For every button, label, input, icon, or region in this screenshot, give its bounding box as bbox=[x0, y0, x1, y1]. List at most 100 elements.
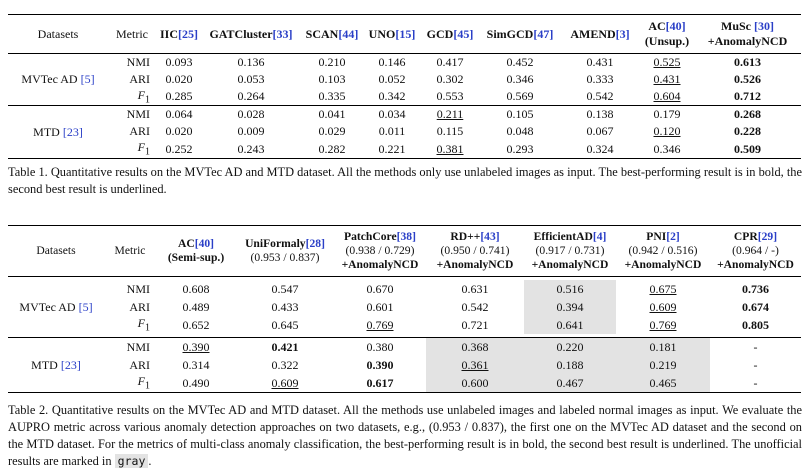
value-cell: 0.526 bbox=[734, 72, 761, 86]
value-cell: 0.433 bbox=[271, 299, 299, 314]
value-cell: 0.712 bbox=[734, 89, 761, 104]
header-method: PatchCore[38] (0.938 / 0.729) +AnomalyNCD bbox=[341, 230, 419, 271]
metric-label: F1 bbox=[137, 140, 150, 158]
value-cell: 0.314 bbox=[182, 357, 210, 372]
header-method: PNI[2] (0.942 / 0.516) +AnomalyNCD bbox=[624, 230, 702, 271]
table-row: F1 0.652 0.645 0.769 0.721 0.641 0.769 0… bbox=[8, 316, 801, 334]
value-cell: 0.105 bbox=[506, 107, 534, 122]
table1-header-row: Datasets Metric IIC[25] GATCluster[33] S… bbox=[8, 14, 801, 54]
citation-link[interactable]: [45] bbox=[453, 26, 474, 41]
table-1: Datasets Metric IIC[25] GATCluster[33] S… bbox=[8, 14, 801, 159]
metric-label: NMI bbox=[126, 55, 150, 69]
citation-link[interactable]: [47] bbox=[533, 26, 554, 41]
value-cell: 0.569 bbox=[506, 89, 534, 104]
metric-label: F1 bbox=[137, 374, 150, 392]
value-cell: 0.115 bbox=[436, 124, 464, 139]
value-cell: 0.264 bbox=[237, 89, 265, 104]
value-cell: 0.675 bbox=[649, 281, 677, 296]
value-cell: 0.138 bbox=[586, 107, 614, 122]
value-cell: 0.674 bbox=[742, 299, 769, 314]
dataset-label: MTD [23] bbox=[33, 124, 83, 139]
value-cell: 0.221 bbox=[378, 141, 406, 156]
value-cell: 0.769 bbox=[366, 317, 394, 332]
header-metric: Metric bbox=[114, 244, 146, 257]
gray-marker: gray bbox=[114, 454, 149, 468]
header-method: UNO[15] bbox=[368, 26, 416, 41]
value-cell: 0.293 bbox=[506, 141, 534, 156]
value-cell: 0.324 bbox=[586, 141, 614, 156]
table-row: F1 0.285 0.264 0.335 0.342 0.553 0.569 0… bbox=[8, 88, 801, 106]
value-cell: 0.048 bbox=[506, 124, 534, 139]
value-cell: 0.093 bbox=[165, 55, 193, 69]
value-cell: 0.368 bbox=[426, 337, 524, 356]
value-cell: 0.509 bbox=[734, 141, 761, 156]
citation-link[interactable]: [29] bbox=[757, 230, 778, 243]
header-datasets: Datasets bbox=[37, 26, 79, 41]
header-method: CPR[29] (0.964 / -) +AnomalyNCD bbox=[717, 230, 794, 271]
table-row: MVTec AD [5] NMI 0.608 0.547 0.670 0.631… bbox=[8, 280, 801, 314]
citation-link[interactable]: [28] bbox=[305, 237, 325, 250]
citation-link[interactable]: [33] bbox=[272, 26, 293, 41]
table-row: ARI 0.314 0.322 0.390 0.361 0.188 0.219 … bbox=[8, 356, 801, 374]
table1-caption: Table 1. Quantitative results on the MVT… bbox=[8, 165, 802, 196]
header-method: AC[40] (Semi-sup.) bbox=[167, 237, 225, 264]
value-cell: 0.053 bbox=[237, 72, 265, 86]
metric-label: ARI bbox=[129, 72, 150, 86]
value-cell: 0.346 bbox=[653, 141, 681, 156]
value-cell: 0.252 bbox=[165, 141, 193, 156]
value-cell: - bbox=[753, 339, 758, 354]
table-row: MTD [23] NMI 0.064 0.028 0.041 0.034 0.2… bbox=[8, 105, 801, 139]
metric-label: NMI bbox=[126, 281, 150, 296]
citation-link[interactable]: [30] bbox=[754, 19, 774, 33]
citation-link[interactable]: [23] bbox=[62, 124, 83, 139]
value-cell: 0.120 bbox=[653, 124, 681, 139]
value-cell: 0.346 bbox=[506, 72, 534, 86]
value-cell: 0.417 bbox=[436, 55, 464, 69]
citation-link[interactable]: [40] bbox=[665, 19, 686, 33]
table-row: ARI 0.020 0.009 0.029 0.011 0.115 0.048 … bbox=[8, 123, 801, 140]
value-cell: 0.361 bbox=[426, 356, 524, 374]
value-cell: 0.736 bbox=[742, 281, 769, 296]
value-cell: 0.064 bbox=[165, 107, 193, 122]
value-cell: 0.282 bbox=[318, 141, 346, 156]
metric-label: ARI bbox=[129, 299, 150, 314]
value-cell: 0.020 bbox=[165, 72, 193, 86]
value-cell: 0.028 bbox=[237, 107, 265, 122]
value-cell: 0.467 bbox=[524, 374, 616, 393]
header-method: AC[40] (Unsup.) bbox=[644, 19, 690, 48]
citation-link[interactable]: [23] bbox=[60, 357, 81, 372]
metric-label: F1 bbox=[137, 316, 150, 334]
citation-link[interactable]: [5] bbox=[80, 72, 95, 87]
value-cell: 0.542 bbox=[461, 299, 489, 314]
citation-link[interactable]: [4] bbox=[592, 230, 607, 243]
value-cell: 0.380 bbox=[366, 339, 394, 354]
value-cell: 0.219 bbox=[616, 356, 710, 374]
value-cell: 0.547 bbox=[271, 281, 299, 296]
citation-link[interactable]: [44] bbox=[338, 26, 359, 41]
value-cell: 0.490 bbox=[182, 375, 210, 390]
table-row: MTD [23] NMI 0.390 0.421 0.380 0.368 0.2… bbox=[8, 337, 801, 372]
citation-link[interactable]: [38] bbox=[396, 230, 416, 243]
table2-header-row: Datasets Metric AC[40] (Semi-sup.) UniFor… bbox=[8, 225, 801, 277]
value-cell: 0.011 bbox=[378, 124, 406, 139]
value-cell: 0.431 bbox=[653, 72, 681, 86]
value-cell: 0.516 bbox=[524, 280, 616, 298]
value-cell: 0.670 bbox=[366, 281, 394, 296]
value-cell: 0.285 bbox=[165, 89, 193, 104]
value-cell: 0.228 bbox=[734, 124, 761, 139]
citation-link[interactable]: [40] bbox=[194, 237, 215, 250]
header-datasets: Datasets bbox=[36, 244, 76, 257]
citation-link[interactable]: [3] bbox=[615, 26, 630, 41]
metric-label: ARI bbox=[129, 124, 150, 139]
value-cell: 0.421 bbox=[271, 339, 299, 354]
value-cell: 0.220 bbox=[524, 337, 616, 356]
value-cell: 0.136 bbox=[237, 55, 265, 69]
citation-link[interactable]: [5] bbox=[78, 299, 93, 314]
citation-link[interactable]: [15] bbox=[395, 26, 416, 41]
header-method: RD++[43] (0.950 / 0.741) +AnomalyNCD bbox=[436, 230, 514, 271]
header-method: SimGCD[47] bbox=[486, 26, 554, 41]
citation-link[interactable]: [43] bbox=[480, 230, 500, 243]
citation-link[interactable]: [25] bbox=[178, 26, 198, 41]
table-row: F1 0.252 0.243 0.282 0.221 0.381 0.293 0… bbox=[8, 140, 801, 159]
citation-link[interactable]: [2] bbox=[666, 230, 680, 243]
